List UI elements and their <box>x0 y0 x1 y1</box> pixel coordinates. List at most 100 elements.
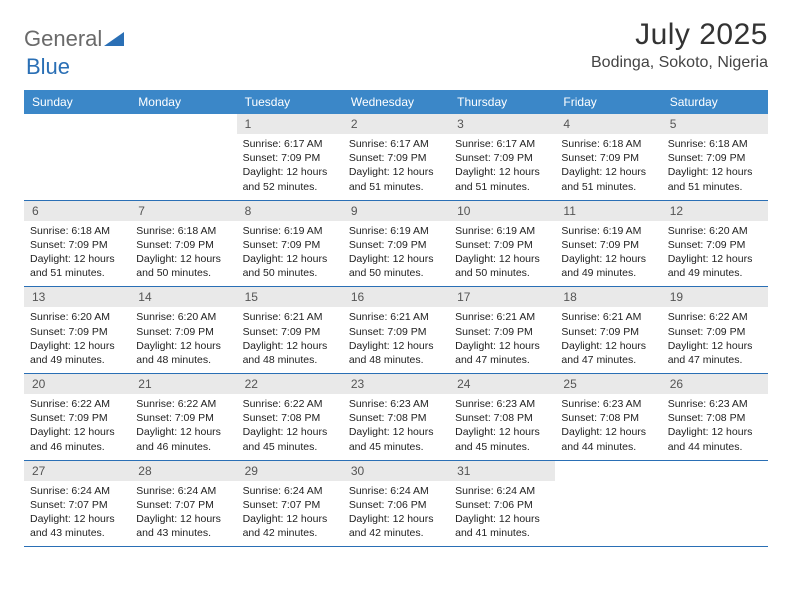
day-cell: 30Sunrise: 6:24 AMSunset: 7:06 PMDayligh… <box>343 461 449 547</box>
daylight-text: Daylight: 12 hours and 47 minutes. <box>455 339 549 367</box>
sunset-text: Sunset: 7:09 PM <box>136 325 230 339</box>
daylight-text: Daylight: 12 hours and 47 minutes. <box>561 339 655 367</box>
logo-text-blue: Blue <box>26 54 70 79</box>
day-cell: 9Sunrise: 6:19 AMSunset: 7:09 PMDaylight… <box>343 201 449 287</box>
daylight-text: Daylight: 12 hours and 44 minutes. <box>561 425 655 453</box>
sunset-text: Sunset: 7:09 PM <box>30 325 124 339</box>
day-body: Sunrise: 6:18 AMSunset: 7:09 PMDaylight:… <box>24 221 130 287</box>
day-body: Sunrise: 6:18 AMSunset: 7:09 PMDaylight:… <box>555 134 661 200</box>
daylight-text: Daylight: 12 hours and 45 minutes. <box>243 425 337 453</box>
day-body: Sunrise: 6:22 AMSunset: 7:09 PMDaylight:… <box>130 394 236 460</box>
daylight-text: Daylight: 12 hours and 46 minutes. <box>136 425 230 453</box>
daylight-text: Daylight: 12 hours and 42 minutes. <box>349 512 443 540</box>
sunset-text: Sunset: 7:08 PM <box>455 411 549 425</box>
sunrise-text: Sunrise: 6:23 AM <box>668 397 762 411</box>
daylight-text: Daylight: 12 hours and 49 minutes. <box>668 252 762 280</box>
week-row: 6Sunrise: 6:18 AMSunset: 7:09 PMDaylight… <box>24 201 768 288</box>
day-cell: 28Sunrise: 6:24 AMSunset: 7:07 PMDayligh… <box>130 461 236 547</box>
daylight-text: Daylight: 12 hours and 48 minutes. <box>136 339 230 367</box>
daylight-text: Daylight: 12 hours and 45 minutes. <box>349 425 443 453</box>
sunset-text: Sunset: 7:08 PM <box>243 411 337 425</box>
day-body: Sunrise: 6:21 AMSunset: 7:09 PMDaylight:… <box>237 307 343 373</box>
day-number: 23 <box>343 374 449 394</box>
day-number: 15 <box>237 287 343 307</box>
day-cell: 24Sunrise: 6:23 AMSunset: 7:08 PMDayligh… <box>449 374 555 460</box>
day-of-week-header: Sunday Monday Tuesday Wednesday Thursday… <box>24 90 768 114</box>
calendar-grid: Sunday Monday Tuesday Wednesday Thursday… <box>24 90 768 547</box>
daylight-text: Daylight: 12 hours and 48 minutes. <box>243 339 337 367</box>
day-number: 16 <box>343 287 449 307</box>
day-body: Sunrise: 6:19 AMSunset: 7:09 PMDaylight:… <box>555 221 661 287</box>
day-number: 19 <box>662 287 768 307</box>
day-body: Sunrise: 6:23 AMSunset: 7:08 PMDaylight:… <box>449 394 555 460</box>
sunset-text: Sunset: 7:09 PM <box>30 238 124 252</box>
dow-monday: Monday <box>130 90 236 114</box>
month-title: July 2025 <box>591 18 768 52</box>
daylight-text: Daylight: 12 hours and 50 minutes. <box>349 252 443 280</box>
sunset-text: Sunset: 7:09 PM <box>30 411 124 425</box>
day-cell <box>555 461 661 547</box>
day-body: Sunrise: 6:20 AMSunset: 7:09 PMDaylight:… <box>24 307 130 373</box>
day-cell: 1Sunrise: 6:17 AMSunset: 7:09 PMDaylight… <box>237 114 343 200</box>
sunset-text: Sunset: 7:09 PM <box>668 238 762 252</box>
day-body: Sunrise: 6:17 AMSunset: 7:09 PMDaylight:… <box>343 134 449 200</box>
sunset-text: Sunset: 7:09 PM <box>243 238 337 252</box>
day-cell: 5Sunrise: 6:18 AMSunset: 7:09 PMDaylight… <box>662 114 768 200</box>
day-cell: 25Sunrise: 6:23 AMSunset: 7:08 PMDayligh… <box>555 374 661 460</box>
day-cell: 3Sunrise: 6:17 AMSunset: 7:09 PMDaylight… <box>449 114 555 200</box>
daylight-text: Daylight: 12 hours and 51 minutes. <box>30 252 124 280</box>
sunset-text: Sunset: 7:09 PM <box>349 238 443 252</box>
calendar-page: General July 2025 Bodinga, Sokoto, Niger… <box>0 0 792 565</box>
day-number: 11 <box>555 201 661 221</box>
sunset-text: Sunset: 7:09 PM <box>455 238 549 252</box>
daylight-text: Daylight: 12 hours and 43 minutes. <box>30 512 124 540</box>
day-cell: 13Sunrise: 6:20 AMSunset: 7:09 PMDayligh… <box>24 287 130 373</box>
day-number: 10 <box>449 201 555 221</box>
day-cell: 22Sunrise: 6:22 AMSunset: 7:08 PMDayligh… <box>237 374 343 460</box>
day-number: 21 <box>130 374 236 394</box>
day-number: 25 <box>555 374 661 394</box>
daylight-text: Daylight: 12 hours and 51 minutes. <box>349 165 443 193</box>
sunset-text: Sunset: 7:09 PM <box>668 151 762 165</box>
daylight-text: Daylight: 12 hours and 41 minutes. <box>455 512 549 540</box>
day-body: Sunrise: 6:24 AMSunset: 7:06 PMDaylight:… <box>343 481 449 547</box>
sunset-text: Sunset: 7:07 PM <box>30 498 124 512</box>
sunrise-text: Sunrise: 6:18 AM <box>561 137 655 151</box>
daylight-text: Daylight: 12 hours and 52 minutes. <box>243 165 337 193</box>
week-row: 1Sunrise: 6:17 AMSunset: 7:09 PMDaylight… <box>24 114 768 201</box>
day-cell: 6Sunrise: 6:18 AMSunset: 7:09 PMDaylight… <box>24 201 130 287</box>
daylight-text: Daylight: 12 hours and 42 minutes. <box>243 512 337 540</box>
day-body: Sunrise: 6:19 AMSunset: 7:09 PMDaylight:… <box>237 221 343 287</box>
day-number: 27 <box>24 461 130 481</box>
day-number: 5 <box>662 114 768 134</box>
daylight-text: Daylight: 12 hours and 44 minutes. <box>668 425 762 453</box>
sunset-text: Sunset: 7:07 PM <box>243 498 337 512</box>
day-cell: 12Sunrise: 6:20 AMSunset: 7:09 PMDayligh… <box>662 201 768 287</box>
location-label: Bodinga, Sokoto, Nigeria <box>591 54 768 72</box>
daylight-text: Daylight: 12 hours and 45 minutes. <box>455 425 549 453</box>
day-cell: 4Sunrise: 6:18 AMSunset: 7:09 PMDaylight… <box>555 114 661 200</box>
day-number: 26 <box>662 374 768 394</box>
day-body: Sunrise: 6:23 AMSunset: 7:08 PMDaylight:… <box>555 394 661 460</box>
sunrise-text: Sunrise: 6:23 AM <box>349 397 443 411</box>
day-number: 24 <box>449 374 555 394</box>
day-body: Sunrise: 6:21 AMSunset: 7:09 PMDaylight:… <box>343 307 449 373</box>
dow-saturday: Saturday <box>662 90 768 114</box>
logo-triangle-icon <box>104 26 124 52</box>
day-number: 30 <box>343 461 449 481</box>
daylight-text: Daylight: 12 hours and 46 minutes. <box>30 425 124 453</box>
day-body: Sunrise: 6:20 AMSunset: 7:09 PMDaylight:… <box>130 307 236 373</box>
sunset-text: Sunset: 7:09 PM <box>349 151 443 165</box>
sunrise-text: Sunrise: 6:19 AM <box>349 224 443 238</box>
day-body: Sunrise: 6:24 AMSunset: 7:07 PMDaylight:… <box>24 481 130 547</box>
logo: General <box>24 18 126 52</box>
daylight-text: Daylight: 12 hours and 51 minutes. <box>561 165 655 193</box>
sunset-text: Sunset: 7:09 PM <box>349 325 443 339</box>
day-cell: 29Sunrise: 6:24 AMSunset: 7:07 PMDayligh… <box>237 461 343 547</box>
sunset-text: Sunset: 7:09 PM <box>136 238 230 252</box>
sunset-text: Sunset: 7:09 PM <box>668 325 762 339</box>
sunrise-text: Sunrise: 6:21 AM <box>349 310 443 324</box>
day-cell: 8Sunrise: 6:19 AMSunset: 7:09 PMDaylight… <box>237 201 343 287</box>
day-body: Sunrise: 6:22 AMSunset: 7:09 PMDaylight:… <box>24 394 130 460</box>
day-cell: 10Sunrise: 6:19 AMSunset: 7:09 PMDayligh… <box>449 201 555 287</box>
